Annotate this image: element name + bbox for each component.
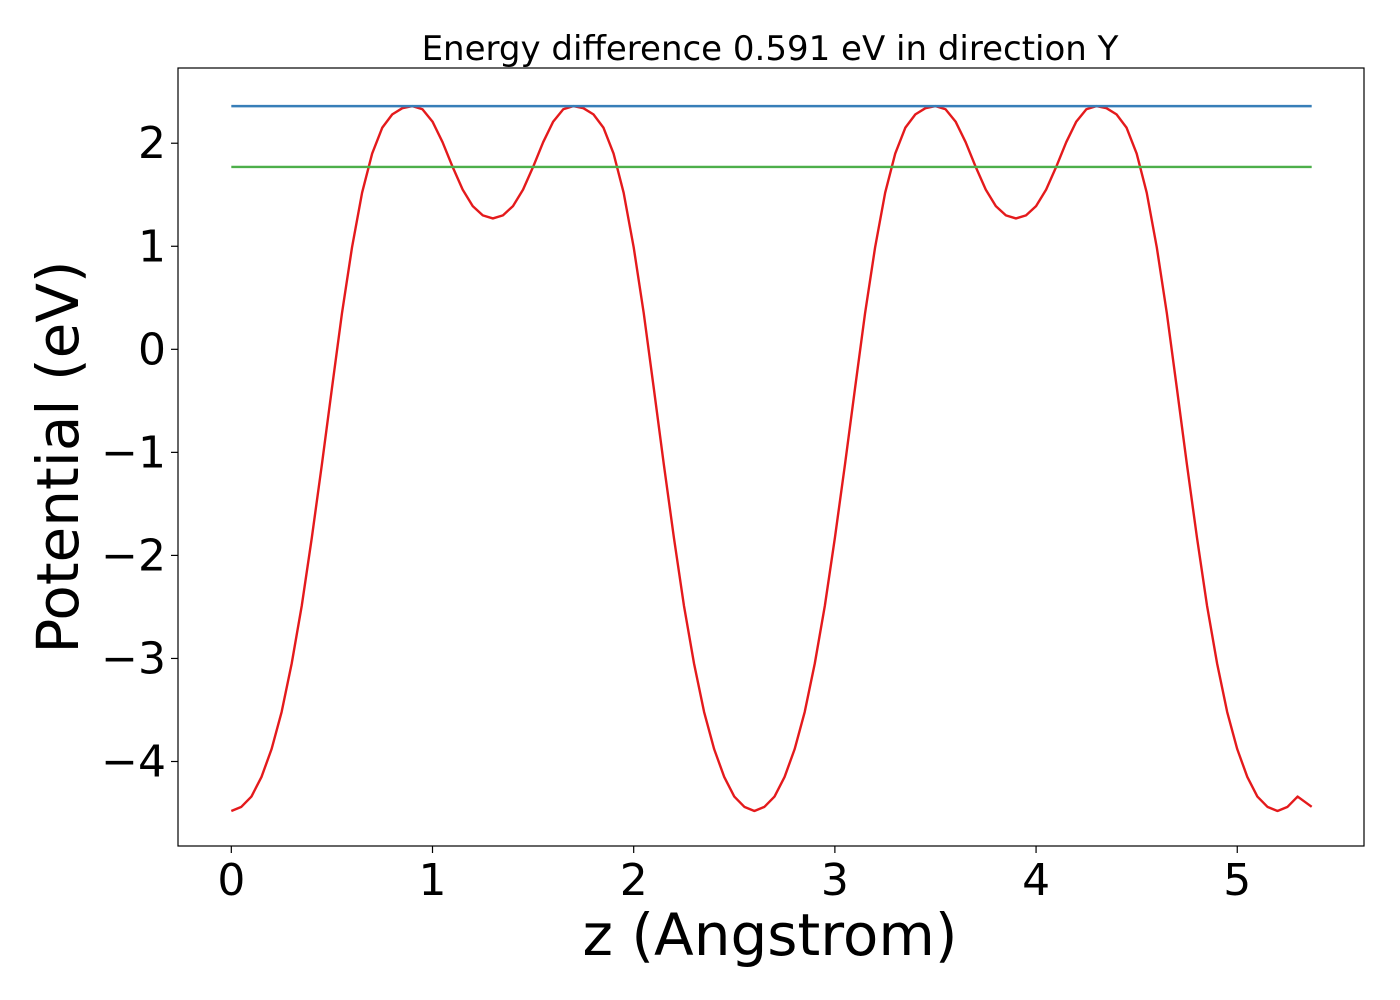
y-tick-label: −1 — [101, 427, 166, 478]
series-line-0 — [230, 104, 1313, 813]
x-tick-label: 1 — [419, 855, 447, 906]
y-axis-label: Potential (eV) — [24, 260, 92, 653]
y-axis: −4 −3 −2 −1 0 1 2 — [101, 118, 178, 788]
plot-frame — [177, 67, 1365, 847]
plot-area — [177, 67, 1365, 847]
y-tick-label: −3 — [101, 633, 166, 684]
x-tick-label: 0 — [217, 855, 245, 906]
y-tick-label: −2 — [101, 530, 166, 581]
x-axis: 0 1 2 3 4 5 — [217, 846, 1251, 906]
x-tick-label: 2 — [620, 855, 648, 906]
x-tick-label: 4 — [1022, 855, 1050, 906]
x-tick-label: 3 — [821, 855, 849, 906]
x-axis-label: z (Angstrom) — [583, 901, 958, 969]
y-tick-label: 1 — [138, 221, 166, 272]
x-tick-label: 5 — [1223, 855, 1251, 906]
y-tick-label: 0 — [138, 324, 166, 375]
chart-title: Energy difference 0.591 eV in direction … — [422, 29, 1119, 69]
y-tick-label: 2 — [138, 118, 166, 169]
y-tick-label: −4 — [101, 737, 166, 788]
series-layer — [230, 104, 1313, 813]
